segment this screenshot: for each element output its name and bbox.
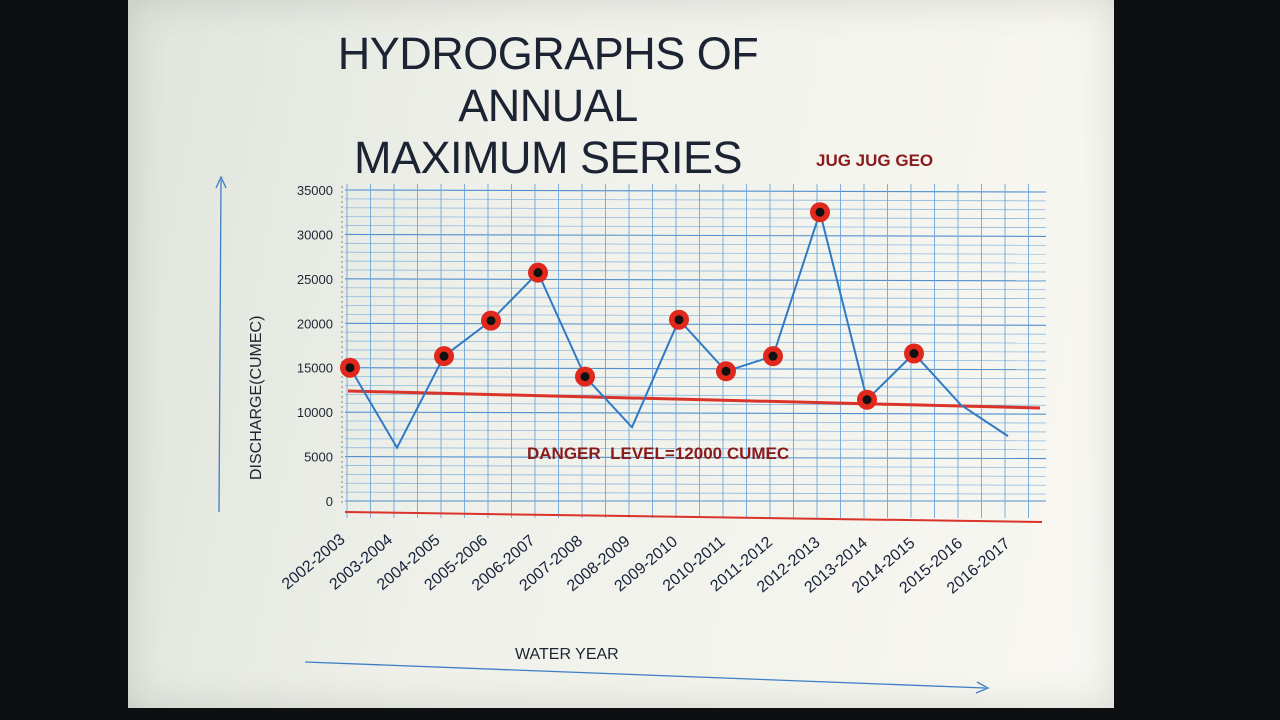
grid-line-h: [344, 385, 1047, 388]
data-point-dot: [580, 372, 590, 382]
danger-level-label: DANGER LEVEL=12000 CUMEC: [527, 444, 789, 463]
data-point-marker: [481, 310, 501, 331]
grid-line-h: [344, 251, 1047, 255]
grid-line-h: [344, 269, 1047, 273]
data-point-marker: [857, 389, 877, 410]
y-tick-label: 30000: [297, 227, 333, 242]
grid-line-h: [344, 242, 1047, 246]
title-line-1: HYDROGRAPHS OF ANNUAL: [337, 28, 759, 131]
grid-line-h: [344, 420, 1047, 424]
y-tick-label: 35000: [297, 183, 333, 198]
data-point-dot: [345, 363, 355, 373]
grid-line-h: [344, 473, 1047, 477]
title-line-2: MAXIMUM SERIES: [353, 132, 743, 183]
y-axis-label: DISCHARGE(CUMEC): [248, 316, 265, 480]
data-point-dot: [486, 316, 496, 326]
data-point-dot: [721, 366, 731, 376]
grid-line-h: [344, 456, 1047, 460]
credit-label: JUG JUG GEO: [816, 151, 934, 170]
grid-line-h: [344, 465, 1047, 468]
x-axis-label: WATER YEAR: [515, 646, 619, 663]
y-axis-arrow-line: [218, 179, 222, 513]
data-point-dot: [533, 268, 543, 278]
grid-line-h: [344, 340, 1047, 344]
data-point-dot: [674, 315, 684, 325]
data-point-marker: [340, 357, 360, 378]
x-axis-arrow-head: [975, 681, 990, 694]
chart-title: HYDROGRAPHS OF ANNUAL MAXIMUM SERIES: [248, 28, 848, 184]
grid-line-h: [344, 376, 1047, 380]
data-point-marker: [434, 346, 454, 367]
data-point-marker: [810, 202, 830, 223]
x-axis-arrow-line: [304, 661, 986, 689]
data-point-dot: [768, 351, 778, 361]
grid-line-h: [344, 233, 1047, 237]
discharge-markers: [340, 202, 924, 410]
grid-line-h: [344, 198, 1047, 202]
y-tick-label: 15000: [297, 361, 333, 376]
grid-line-h: [344, 411, 1047, 415]
y-tick-label: 25000: [297, 272, 333, 287]
chart-grid: [344, 184, 1047, 518]
grid-line-h: [344, 189, 1047, 193]
grid-line-h: [344, 225, 1047, 228]
data-point-dot: [862, 395, 872, 405]
grid-line-h: [344, 482, 1047, 486]
data-point-marker: [763, 346, 783, 367]
grid-line-h: [344, 305, 1047, 308]
grid-line-h: [344, 331, 1047, 335]
grid-line-h: [344, 429, 1047, 433]
grid-line-h: [344, 358, 1047, 362]
y-tick-label: 10000: [297, 405, 333, 420]
x-axis-line: [344, 511, 1043, 523]
data-point-marker: [904, 343, 924, 364]
data-point-marker: [528, 262, 548, 283]
grid-line-h: [344, 322, 1047, 326]
grid-line-h: [344, 278, 1047, 282]
grid-line-h: [344, 207, 1047, 211]
grid-line-h: [344, 349, 1047, 353]
y-tick-labels: 0 5000 10000 15000 20000 25000 30000 35000: [297, 183, 333, 509]
data-point-dot: [909, 348, 919, 358]
data-point-marker: [669, 309, 689, 330]
grid-line-h: [344, 491, 1047, 495]
grid-line-h: [344, 313, 1047, 317]
slide: HYDROGRAPHS OF ANNUAL MAXIMUM SERIES JUG…: [128, 0, 1114, 708]
x-tick-labels: 2002-20032003-20042004-20052005-20062006…: [279, 531, 1014, 597]
grid-line-h: [344, 447, 1047, 451]
grid-line-h: [344, 296, 1047, 300]
grid-line-h: [344, 260, 1047, 264]
y-tick-label: 0: [326, 494, 333, 509]
y-axis-arrow-head: [215, 175, 227, 189]
y-tick-label: 20000: [297, 316, 333, 331]
data-point-marker: [716, 361, 736, 382]
chart-axes: [215, 175, 1043, 694]
grid-line-h: [344, 216, 1047, 220]
grid-line-h: [344, 438, 1047, 442]
data-point-dot: [439, 351, 449, 361]
data-point-dot: [815, 207, 825, 217]
y-tick-label: 5000: [304, 450, 333, 465]
data-point-marker: [575, 366, 595, 387]
grid-line-h: [344, 367, 1047, 371]
grid-line-h: [344, 287, 1047, 291]
danger-level-line: [347, 389, 1041, 410]
